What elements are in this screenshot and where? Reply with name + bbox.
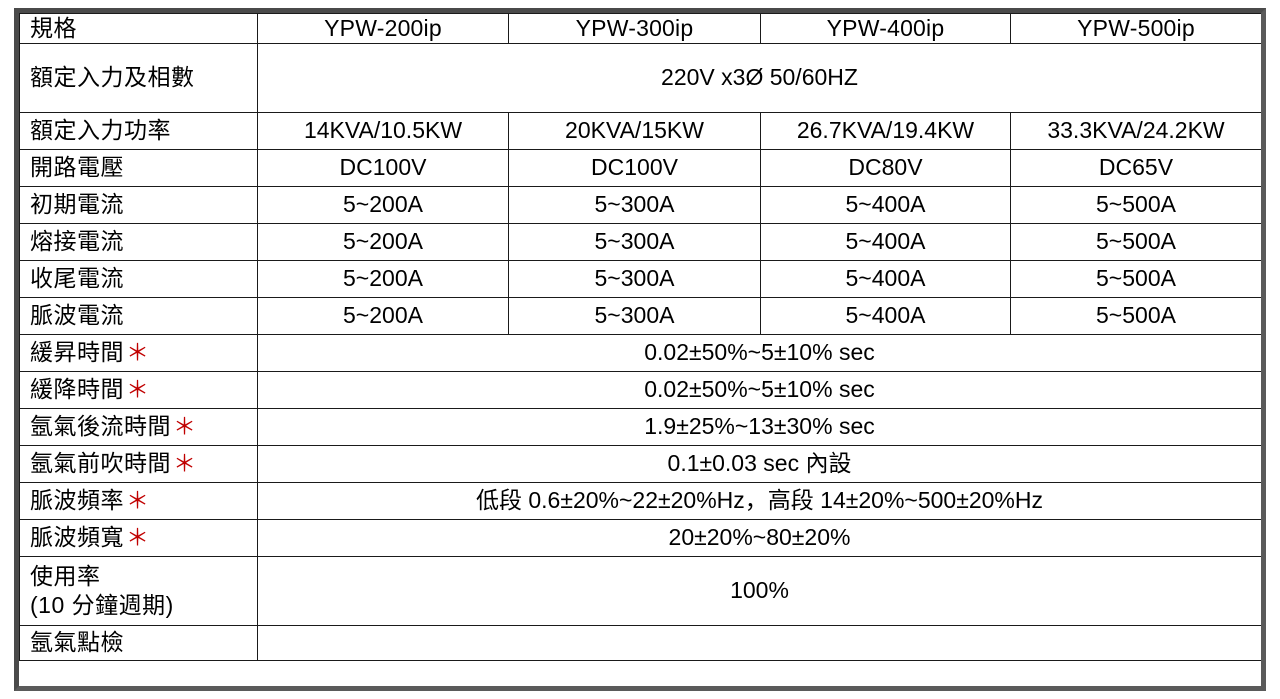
row-label-text: 氬氣前吹時間 <box>30 450 171 477</box>
row-merged-value: 0.02±50%~5±10% sec <box>257 333 1261 372</box>
asterisk-marker: ＊ <box>126 487 150 514</box>
row-value-m200: 5~200A <box>257 259 509 298</box>
table-header: 規格 YPW-200ip YPW-300ip YPW-400ip YPW-500… <box>19 13 1261 44</box>
table-row: 氬氣前吹時間＊ 0.1±0.03 sec 內設 <box>19 444 1261 483</box>
column-header-ypw-300ip: YPW-300ip <box>508 13 761 44</box>
row-label-text: 開路電壓 <box>30 154 124 181</box>
asterisk-marker: ＊ <box>126 376 150 403</box>
table-row: 脈波頻寬＊ 20±20%~80±20% <box>19 518 1261 557</box>
table-body: 額定入力及相數 220V x3Ø 50/60HZ 額定入力功率 14KVA/10.5K… <box>19 42 1261 661</box>
row-value-m300: 5~300A <box>508 185 761 224</box>
row-merged-value: 低段 0.6±20%~22±20%Hz，高段 14±20%~500±20%Hz <box>257 481 1261 520</box>
table-row: 脈波電流 5~200A 5~300A 5~400A 5~500A <box>19 296 1261 335</box>
row-label: 額定入力及相數 <box>19 42 258 113</box>
row-merged-value: 100% <box>257 555 1261 626</box>
spec-table-frame: 規格 YPW-200ip YPW-300ip YPW-400ip YPW-500… <box>14 8 1266 691</box>
table-row: 額定入力及相數 220V x3Ø 50/60HZ <box>19 42 1261 113</box>
row-label-text: 緩昇時間 <box>30 339 124 366</box>
asterisk-marker: ＊ <box>173 450 197 477</box>
table-row: 開路電壓 DC100V DC100V DC80V DC65V <box>19 148 1261 187</box>
table-row: 脈波頻率＊ 低段 0.6±20%~22±20%Hz，高段 14±20%~500±2… <box>19 481 1261 520</box>
row-merged-value: 220V x3Ø 50/60HZ <box>257 42 1261 113</box>
row-value-m500: DC65V <box>1010 148 1261 187</box>
table-row: 熔接電流 5~200A 5~300A 5~400A 5~500A <box>19 222 1261 261</box>
row-value-m200: 5~200A <box>257 222 509 261</box>
row-label-text: 使用率 (10 分鐘週期) <box>30 563 174 618</box>
row-merged-value: 20±20%~80±20% <box>257 518 1261 557</box>
row-value-m400: 5~400A <box>760 296 1011 335</box>
row-label: 脈波頻率＊ <box>19 481 258 520</box>
row-value-m500: 5~500A <box>1010 222 1261 261</box>
row-label-text: 脈波頻率 <box>30 487 124 514</box>
row-label-text: 收尾電流 <box>30 265 124 292</box>
row-value-m500: 5~500A <box>1010 185 1261 224</box>
column-header-ypw-400ip: YPW-400ip <box>760 13 1011 44</box>
row-label: 氬氣點檢 <box>19 624 258 661</box>
row-label-text: 熔接電流 <box>30 228 124 255</box>
row-label-text: 脈波頻寬 <box>30 524 124 551</box>
row-label: 緩昇時間＊ <box>19 333 258 372</box>
row-label: 氬氣後流時間＊ <box>19 407 258 446</box>
specification-table: 規格 YPW-200ip YPW-300ip YPW-400ip YPW-500… <box>19 13 1261 661</box>
table-row: 使用率 (10 分鐘週期) 100% <box>19 555 1261 626</box>
asterisk-marker: ＊ <box>126 524 150 551</box>
row-value-m300: DC100V <box>508 148 761 187</box>
row-value-m400: 26.7KVA/19.4KW <box>760 111 1011 150</box>
column-header-ypw-200ip: YPW-200ip <box>257 13 509 44</box>
row-value-m200: 5~200A <box>257 185 509 224</box>
row-value-m400: 5~400A <box>760 259 1011 298</box>
row-merged-value <box>257 624 1261 661</box>
table-row: 氬氣點檢 <box>19 624 1261 661</box>
row-label-text: 緩降時間 <box>30 376 124 403</box>
row-value-m400: 5~400A <box>760 185 1011 224</box>
row-label-text: 氬氣點檢 <box>30 629 124 656</box>
row-label: 收尾電流 <box>19 259 258 298</box>
row-label-text: 氬氣後流時間 <box>30 413 171 440</box>
row-value-m400: DC80V <box>760 148 1011 187</box>
table-row: 氬氣後流時間＊ 1.9±25%~13±30% sec <box>19 407 1261 446</box>
table-row: 初期電流 5~200A 5~300A 5~400A 5~500A <box>19 185 1261 224</box>
row-label-text: 初期電流 <box>30 191 124 218</box>
row-label-text: 額定入力及相數 <box>30 64 195 91</box>
row-label: 氬氣前吹時間＊ <box>19 444 258 483</box>
row-label: 開路電壓 <box>19 148 258 187</box>
row-label: 熔接電流 <box>19 222 258 261</box>
row-value-m300: 5~300A <box>508 296 761 335</box>
row-label: 初期電流 <box>19 185 258 224</box>
row-merged-value: 0.02±50%~5±10% sec <box>257 370 1261 409</box>
asterisk-marker: ＊ <box>173 413 197 440</box>
row-label: 使用率 (10 分鐘週期) <box>19 555 258 626</box>
table-row: 收尾電流 5~200A 5~300A 5~400A 5~500A <box>19 259 1261 298</box>
table-row: 緩降時間＊ 0.02±50%~5±10% sec <box>19 370 1261 409</box>
row-value-m300: 5~300A <box>508 259 761 298</box>
row-value-m300: 20KVA/15KW <box>508 111 761 150</box>
row-label: 脈波頻寬＊ <box>19 518 258 557</box>
row-label: 額定入力功率 <box>19 111 258 150</box>
row-label: 脈波電流 <box>19 296 258 335</box>
table-row: 額定入力功率 14KVA/10.5KW 20KVA/15KW 26.7KVA/19.4… <box>19 111 1261 150</box>
column-header-ypw-500ip: YPW-500ip <box>1010 13 1261 44</box>
row-value-m400: 5~400A <box>760 222 1011 261</box>
column-header-spec: 規格 <box>19 13 258 44</box>
row-value-m200: DC100V <box>257 148 509 187</box>
table-header-row: 規格 YPW-200ip YPW-300ip YPW-400ip YPW-500… <box>19 13 1261 44</box>
row-label-text: 額定入力功率 <box>30 117 171 144</box>
row-merged-value: 1.9±25%~13±30% sec <box>257 407 1261 446</box>
row-merged-value: 0.1±0.03 sec 內設 <box>257 444 1261 483</box>
row-value-m200: 5~200A <box>257 296 509 335</box>
row-label-text: 脈波電流 <box>30 302 124 329</box>
row-value-m300: 5~300A <box>508 222 761 261</box>
row-value-m500: 33.3KVA/24.2KW <box>1010 111 1261 150</box>
row-value-m500: 5~500A <box>1010 259 1261 298</box>
row-value-m200: 14KVA/10.5KW <box>257 111 509 150</box>
row-label: 緩降時間＊ <box>19 370 258 409</box>
row-value-m500: 5~500A <box>1010 296 1261 335</box>
table-row: 緩昇時間＊ 0.02±50%~5±10% sec <box>19 333 1261 372</box>
asterisk-marker: ＊ <box>126 339 150 366</box>
